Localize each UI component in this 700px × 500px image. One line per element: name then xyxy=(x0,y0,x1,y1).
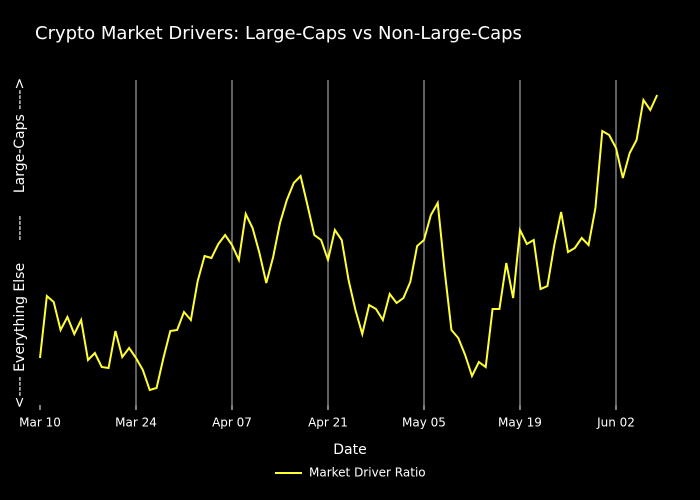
x-axis-title: Date xyxy=(333,442,366,458)
chart-title: Crypto Market Drivers: Large-Caps vs Non… xyxy=(35,23,522,44)
x-tick-label: May 19 xyxy=(498,416,542,430)
x-tick-label: Mar 10 xyxy=(19,416,61,430)
x-tick-label: Mar 24 xyxy=(115,416,157,430)
y-axis-title: <---- Everything Else ----- Large-Caps -… xyxy=(12,78,28,408)
x-tick-label: Apr 21 xyxy=(308,416,348,430)
x-tick-label: Jun 02 xyxy=(596,416,635,430)
legend-label: Market Driver Ratio xyxy=(309,466,426,480)
x-tick-label: May 05 xyxy=(402,416,446,430)
line xyxy=(39,94,659,392)
x-tick-label: Apr 07 xyxy=(212,416,252,430)
